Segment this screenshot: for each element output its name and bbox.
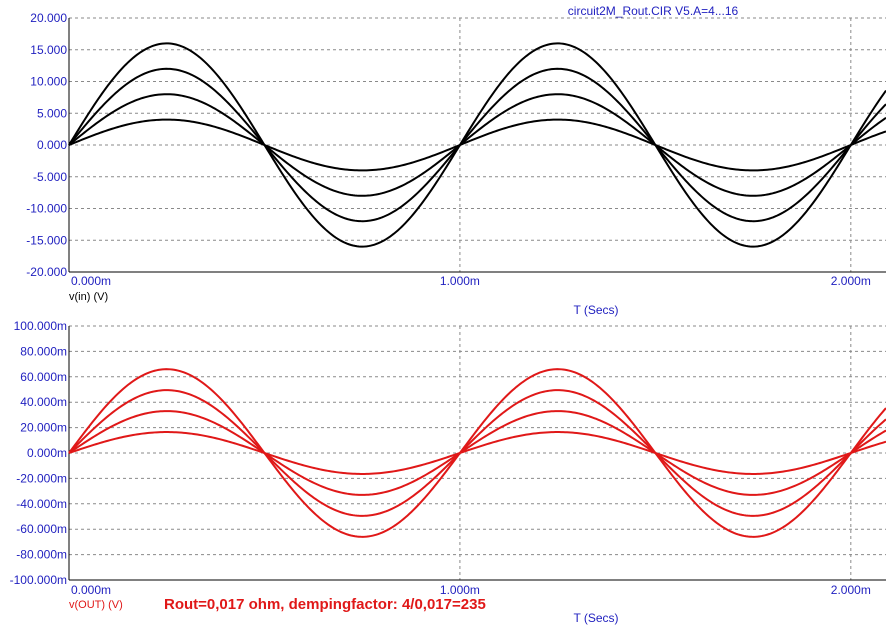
trace-label: v(OUT) (V) xyxy=(69,599,123,611)
series-line xyxy=(68,410,886,496)
y-tick-label: 40.000m xyxy=(20,395,67,409)
series-line xyxy=(68,368,886,538)
y-tick-label: -10.000 xyxy=(26,202,67,216)
x-axis-label: T (Secs) xyxy=(573,611,618,625)
y-tick-label: 100.000m xyxy=(14,319,67,333)
y-tick-label: -60.000m xyxy=(16,522,67,536)
series-line xyxy=(68,389,886,517)
y-tick-label: 15.000 xyxy=(30,43,67,57)
window-title: circuit2M_Rout.CIR V5.A=4...16 xyxy=(568,4,739,18)
damping-factor-annotation: Rout=0,017 ohm, dempingfactor: 4/0,017=2… xyxy=(164,596,486,613)
series-line xyxy=(68,431,886,475)
y-tick-label: 20.000m xyxy=(20,421,67,435)
x-tick-label: 1.000m xyxy=(440,583,480,597)
series-line xyxy=(68,67,886,223)
y-tick-label: -5.000 xyxy=(33,170,67,184)
x-tick-label: 0.000m xyxy=(71,274,111,288)
y-tick-label: -40.000m xyxy=(16,497,67,511)
series-line xyxy=(68,42,886,248)
y-tick-label: 60.000m xyxy=(20,370,67,384)
y-tick-label: -100.000m xyxy=(10,573,67,587)
x-axis-label: T (Secs) xyxy=(573,303,618,317)
x-tick-label: 0.000m xyxy=(71,583,111,597)
y-tick-label: -20.000m xyxy=(16,471,67,485)
series-line xyxy=(68,93,886,197)
y-tick-label: -15.000 xyxy=(26,233,67,247)
y-tick-label: 0.000m xyxy=(27,446,67,460)
x-tick-label: 2.000m xyxy=(831,583,871,597)
input-voltage-panel: 20.000 15.000 10.000 5.000 0.000 -5.000 -10.00… xyxy=(26,11,886,317)
y-tick-label: 5.000 xyxy=(37,106,67,120)
trace-label: v(in) (V) xyxy=(69,291,108,303)
x-tick-label: 2.000m xyxy=(831,274,871,288)
series-line xyxy=(68,118,886,172)
output-voltage-panel: 100.000m 80.000m 60.000m 40.000m 20.000m 0.00… xyxy=(10,319,886,625)
y-tick-label: 80.000m xyxy=(20,344,67,358)
y-tick-label: 10.000 xyxy=(30,75,67,89)
x-tick-label: 1.000m xyxy=(440,274,480,288)
y-tick-label: -80.000m xyxy=(16,548,67,562)
y-tick-label: 20.000 xyxy=(30,11,67,25)
y-tick-label: -20.000 xyxy=(26,265,67,279)
y-tick-label: 0.000 xyxy=(37,138,67,152)
